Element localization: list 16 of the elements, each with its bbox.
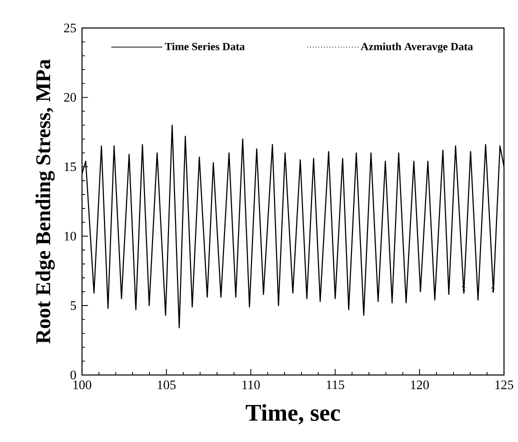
x-tick-label: 120 — [411, 380, 429, 390]
y-tick-label: 25 — [64, 24, 76, 32]
x-axis-title: Time, sec — [246, 404, 340, 424]
x-tick-label: 105 — [158, 380, 176, 390]
x-tick-label: 125 — [495, 380, 514, 390]
x-tick-label: 110 — [242, 380, 260, 390]
y-axis-title: Root Edge Bending Stress, MPa — [36, 59, 55, 344]
legend-label: Time Series Data — [164, 42, 245, 50]
y-tick-label: 0 — [70, 370, 76, 380]
y-tick-label: 20 — [64, 93, 76, 102]
y-tick-label: 5 — [70, 301, 76, 310]
x-tick-label: 115 — [326, 380, 344, 390]
legend-label: Azmiuth Averavge Data — [360, 42, 473, 53]
y-tick-label: 10 — [64, 232, 76, 241]
y-tick-label: 15 — [64, 162, 76, 172]
x-tick-label: 100 — [73, 380, 92, 390]
